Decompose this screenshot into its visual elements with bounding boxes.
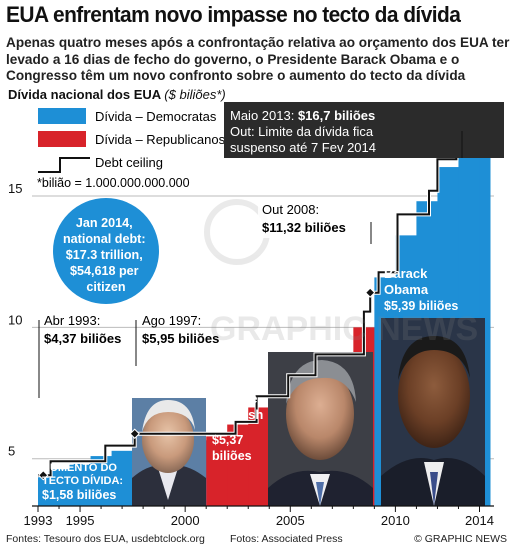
bush-increase-1: $5,37 xyxy=(212,433,243,447)
oct2008-value: $11,32 biliões xyxy=(262,220,346,235)
president-photos xyxy=(132,318,485,506)
jan2014-line-1: Jan 2014, xyxy=(76,216,133,230)
bush-label: George W. Bush $5,37 biliões xyxy=(212,391,263,463)
debt-bar-democrats xyxy=(90,456,113,506)
legend: Dívida – Democratas Dívida – Republicano… xyxy=(37,108,226,190)
legend-label-republicans: Dívida – Republicanos xyxy=(95,132,226,147)
legend-swatch-ceiling xyxy=(38,157,90,173)
svg-text:Jan 2014, national debt:: Jan 2014, national debt: $17.3 trillion,… xyxy=(63,216,149,294)
marker-diamond xyxy=(364,287,376,298)
bush-photo xyxy=(268,352,373,506)
clinton-label: Bill Clinton AUMENTO DO TECTO DÍVIDA: $1… xyxy=(42,416,123,502)
y-tick-label: 10 xyxy=(8,312,22,327)
legend-label-ceiling: Debt ceiling xyxy=(95,155,163,170)
x-tick-label: 1993 xyxy=(24,513,53,528)
jan2014-callout: Jan 2014, national debt: $17.3 trillion,… xyxy=(53,198,159,304)
clinton-name-2: Clinton xyxy=(42,432,87,447)
may2013-callout: Maio 2013: $16,7 biliões Out: Limite da … xyxy=(224,102,504,158)
oct2008-callout: Out 2008: $11,32 biliões xyxy=(258,200,372,244)
obama-name-1: Barack xyxy=(384,266,428,281)
obama-label: Barack Obama $5,39 biliões xyxy=(384,266,458,313)
debt-bar-republicans xyxy=(206,436,228,506)
clinton-increase-value: $1,58 biliões xyxy=(42,488,116,502)
apr1993-value: $4,37 biliões xyxy=(44,331,121,346)
jan2014-line-3: $17.3 trillion, xyxy=(66,248,143,262)
aug1997-date: Ago 1997: xyxy=(142,313,201,328)
may2013-value: $16,7 biliões xyxy=(298,108,375,123)
footer-source-photos: Fotos: Associated Press xyxy=(230,533,343,545)
x-tick-label: 2014 xyxy=(465,513,494,528)
footer-credit: © GRAPHIC NEWS xyxy=(414,533,507,545)
clinton-increase-2: TECTO DÍVIDA: xyxy=(42,474,123,487)
jan2014-line-5: citizen xyxy=(86,280,125,294)
may2013-line-3: suspenso até 7 Fev 2014 xyxy=(230,140,376,155)
x-tick-label: 2010 xyxy=(381,513,410,528)
debt-bar-democrats xyxy=(48,469,71,506)
page-title: EUA enfrentam novo impasse no tecto da d… xyxy=(6,2,461,27)
may2013-date: Maio 2013: xyxy=(230,108,298,123)
apr1993-callout: Abr 1993: $4,37 biliões xyxy=(38,313,121,398)
bush-name-1: George xyxy=(212,391,258,406)
debt-bar-republicans xyxy=(227,424,249,506)
debt-ceiling-line xyxy=(38,136,484,478)
debt-bar-democrats xyxy=(111,450,134,506)
clinton-increase-1: AUMENTO DO xyxy=(42,462,117,474)
marker-diamond xyxy=(38,470,49,481)
bush-name-2: W. Bush xyxy=(212,407,263,422)
aug1997-callout: Ago 1997: $5,95 biliões xyxy=(135,313,219,366)
legend-label-democrats: Dívida – Democratas xyxy=(95,109,217,124)
x-tick-label: 2000 xyxy=(171,513,200,528)
y-tick-label: 5 xyxy=(8,444,15,459)
x-tick-label: 1995 xyxy=(66,513,95,528)
debt-ceiling-step-line xyxy=(38,137,484,477)
page-subtitle: Apenas quatro meses após a confrontação … xyxy=(6,35,510,83)
obama-increase: $5,39 biliões xyxy=(384,299,458,313)
watermark-logo: GRAPHIC NEWS xyxy=(204,199,478,348)
footer-source-data: Fontes: Tesouro dos EUA, usdebtclock.org xyxy=(6,533,205,545)
aug1997-value: $5,95 biliões xyxy=(142,331,219,346)
clinton-photo xyxy=(132,398,206,506)
axes: 5 10 15 1993 1995 2000 2005 2010 2014 xyxy=(8,181,494,528)
footer-sources: Fontes: Tesouro dos EUA, usdebtclock.org… xyxy=(6,533,343,545)
chart-heading-main: Dívida nacional dos EUA xyxy=(8,87,161,102)
legend-swatch-democrats xyxy=(38,108,86,124)
obama-name-2: Obama xyxy=(384,282,429,297)
y-tick-label: 15 xyxy=(8,181,22,196)
apr1993-date: Abr 1993: xyxy=(44,313,100,328)
debt-bar-republicans xyxy=(248,407,270,506)
legend-footnote: *bilião = 1.000.000.000.000 xyxy=(37,176,190,190)
marker-diamond xyxy=(129,428,140,439)
oct2008-date: Out 2008: xyxy=(262,202,319,217)
bush-increase-2: biliões xyxy=(212,449,252,463)
jan2014-line-2: national debt: xyxy=(63,232,146,246)
obama-photo xyxy=(381,318,485,506)
clinton-name-1: Bill xyxy=(42,416,62,431)
chart-heading-units: ($ biliões*) xyxy=(164,87,226,102)
x-tick-label: 2005 xyxy=(276,513,305,528)
svg-text:GRAPHIC NEWS: GRAPHIC NEWS xyxy=(210,310,478,348)
jan2014-line-4: $54,618 per xyxy=(70,264,139,278)
svg-text:Maio 2013: $16,7 biliões: Maio 2013: $16,7 biliões xyxy=(230,108,375,123)
debt-bar-democrats xyxy=(69,463,92,506)
chart-heading: Dívida nacional dos EUA ($ biliões*) xyxy=(8,87,226,102)
debt-bar-democrats xyxy=(38,475,50,506)
legend-swatch-republicans xyxy=(38,131,86,147)
may2013-line-2: Out: Limite da dívida fica xyxy=(230,124,374,139)
